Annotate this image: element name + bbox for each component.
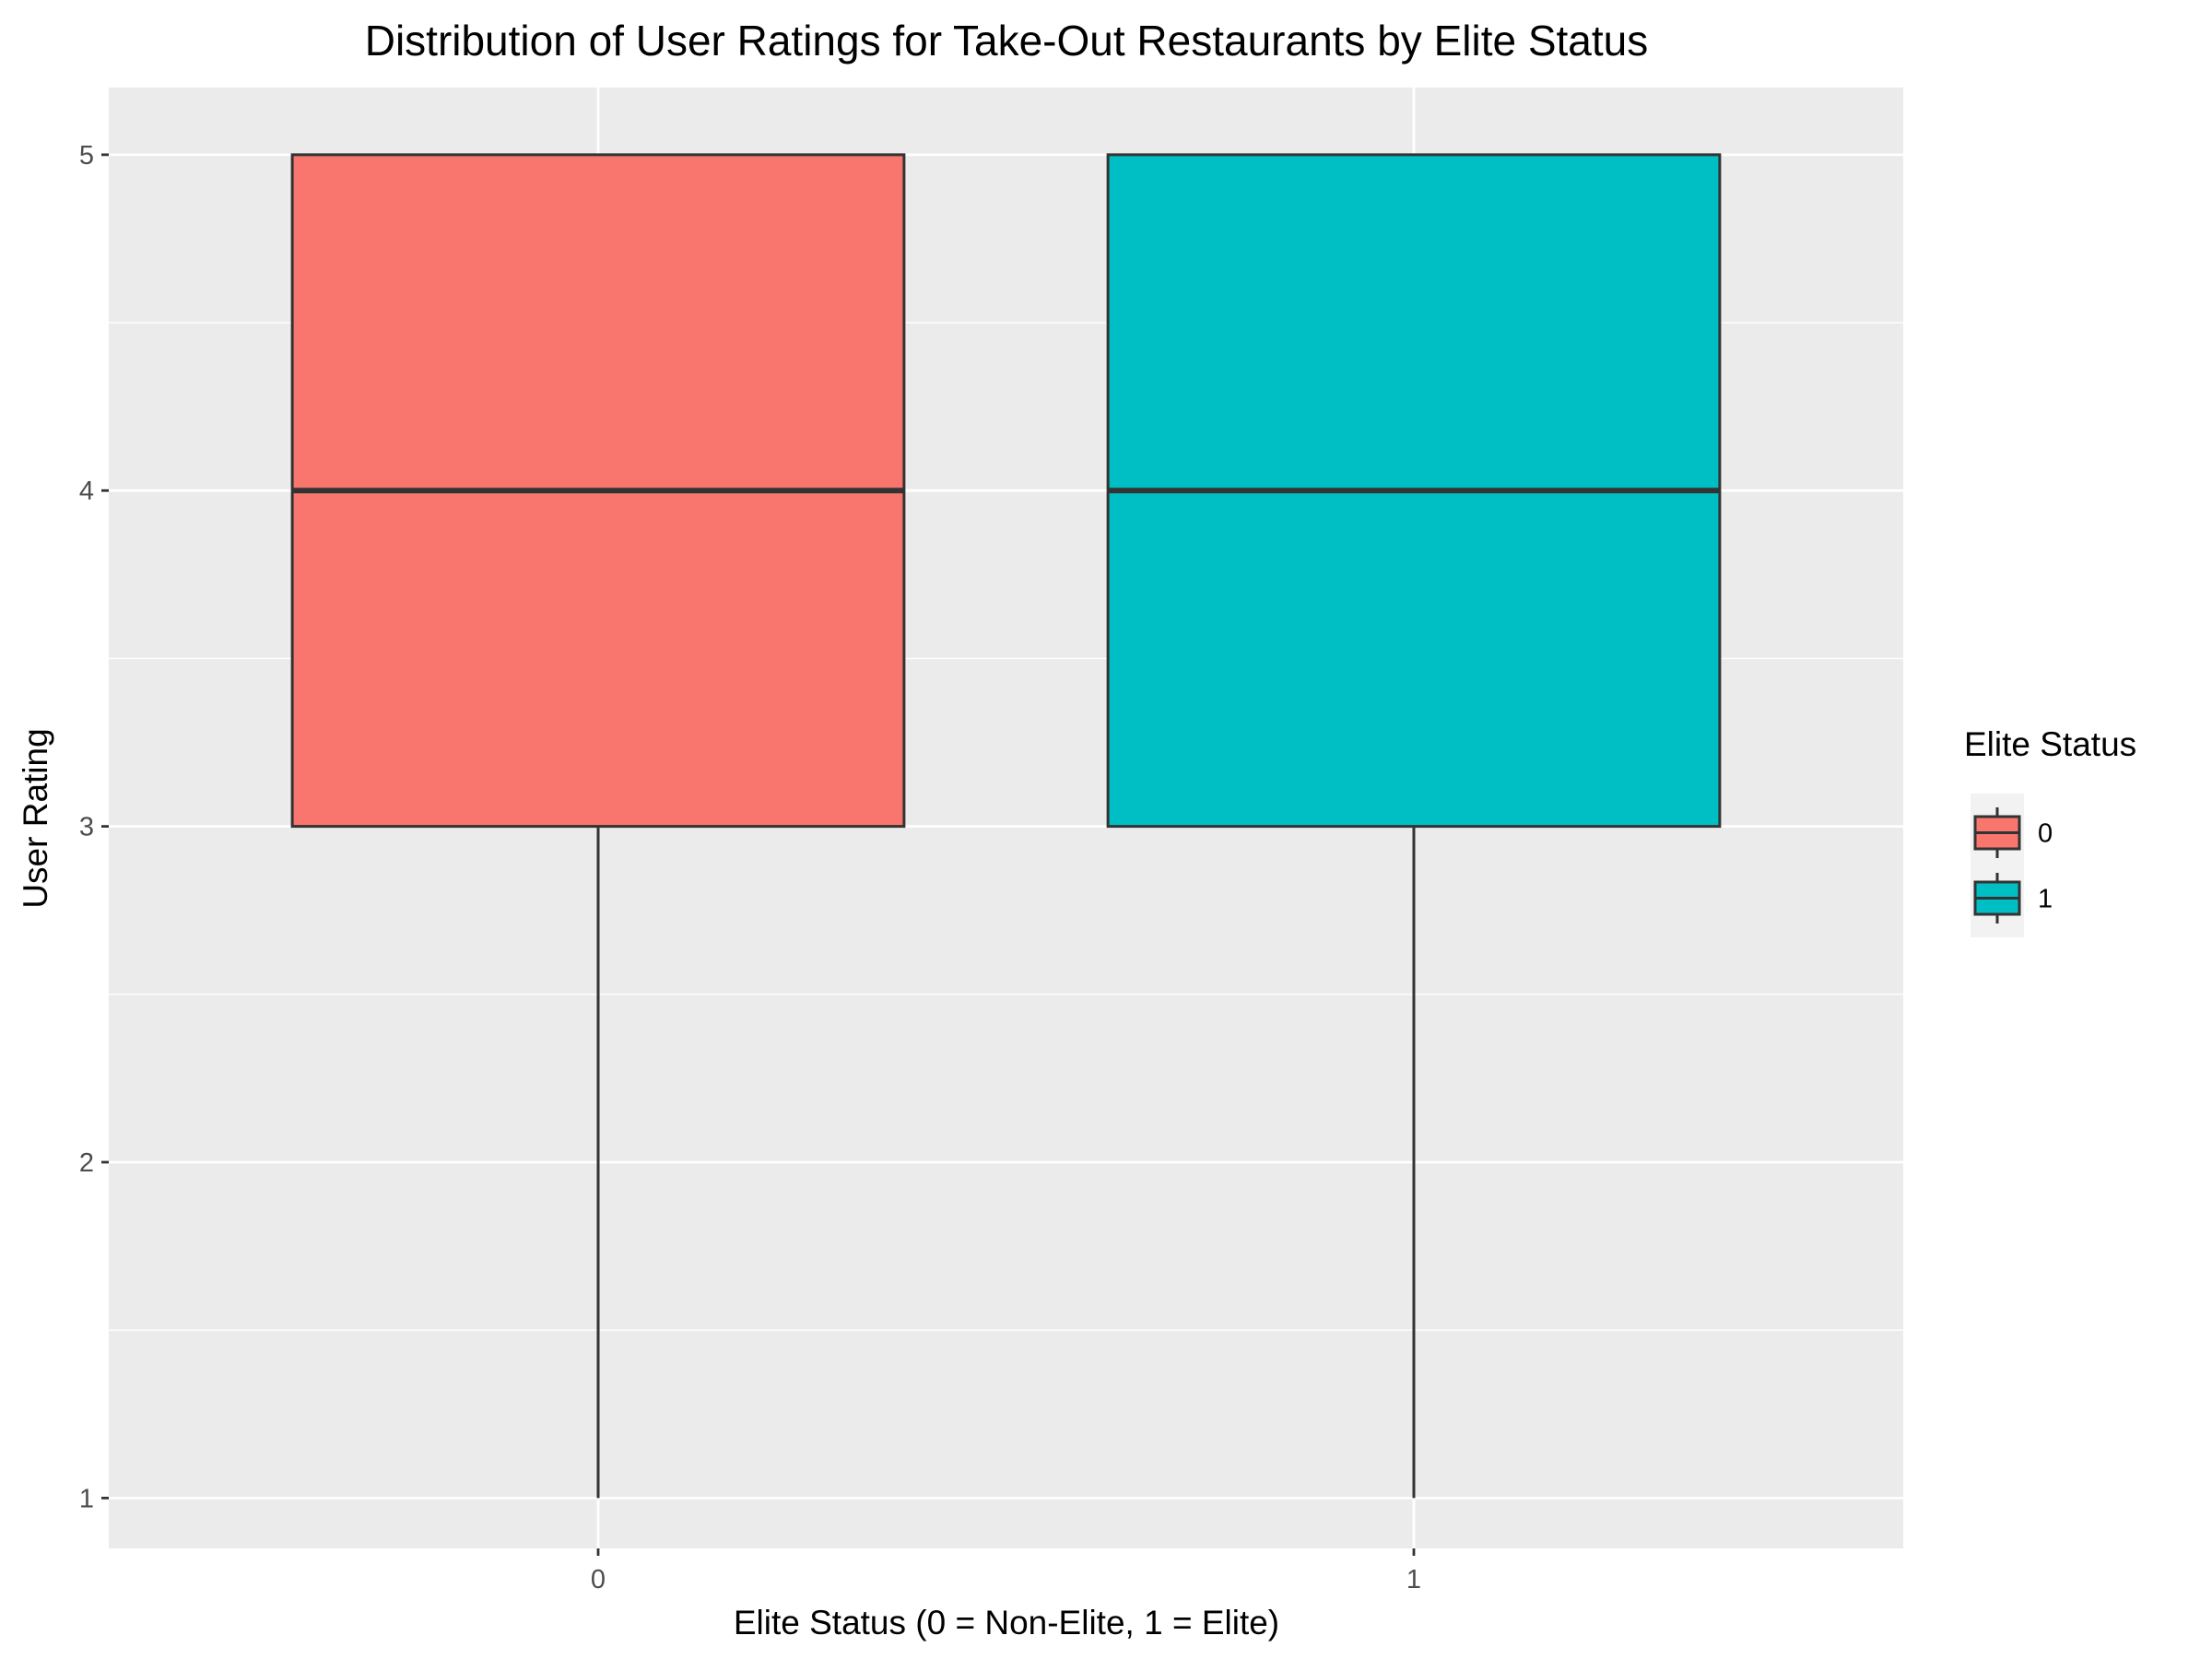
y-tick-label: 5 [79, 141, 94, 171]
x-tick-label: 1 [1406, 1565, 1421, 1594]
y-axis: 1 2 3 4 5 [79, 141, 109, 1513]
x-axis-title: Elite Status (0 = Non-Elite, 1 = Elite) [734, 1604, 1279, 1641]
legend-label: 1 [2038, 885, 2053, 914]
y-tick-label: 2 [79, 1148, 94, 1178]
legend-label: 0 [2038, 819, 2053, 849]
legend-title: Elite Status [1964, 725, 2136, 763]
x-tick-label: 0 [591, 1565, 606, 1594]
y-tick-label: 3 [79, 813, 94, 842]
legend: Elite Status 0 1 [1964, 725, 2136, 937]
y-tick-label: 1 [79, 1484, 94, 1513]
boxplots [290, 153, 1722, 1499]
y-axis-title: User Rating [17, 728, 54, 908]
y-tick-label: 4 [79, 477, 94, 506]
chart-title: Distribution of User Ratings for Take-Ou… [365, 17, 1649, 65]
